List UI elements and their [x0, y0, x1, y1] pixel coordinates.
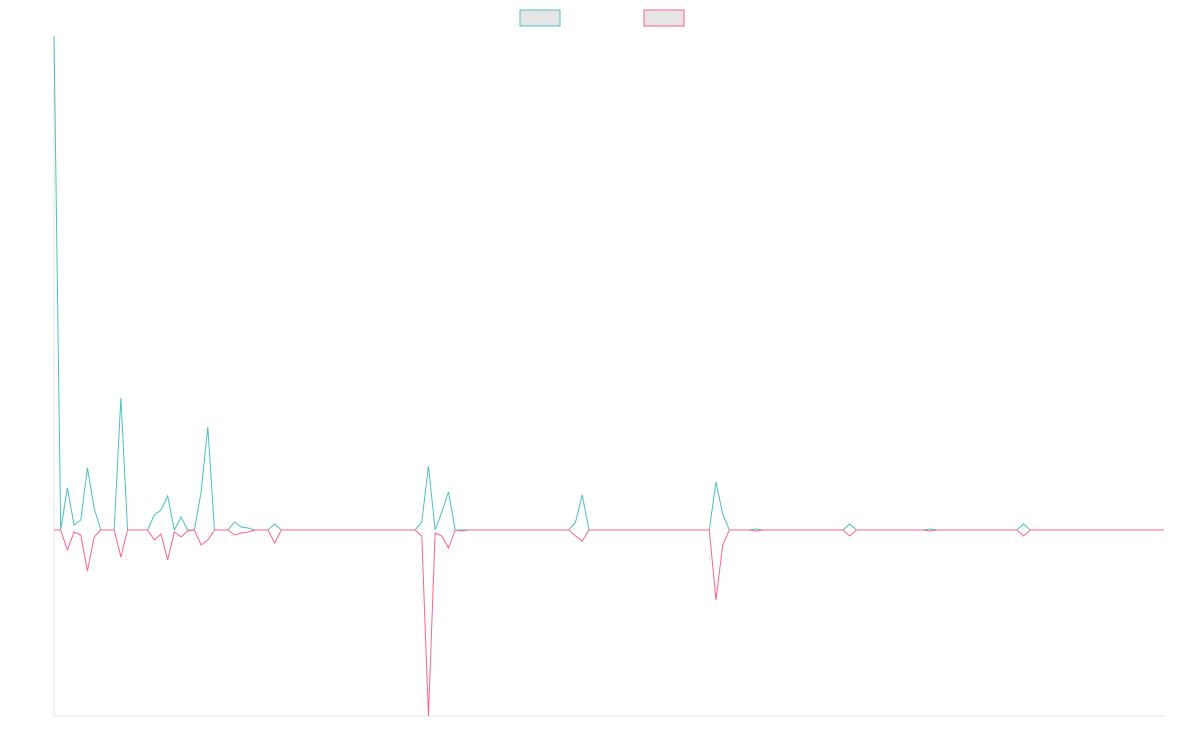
series-line — [53, 35, 1164, 532]
legend-swatch[interactable] — [643, 9, 685, 27]
series-line — [54, 529, 1164, 717]
legend-swatch[interactable] — [519, 9, 561, 27]
